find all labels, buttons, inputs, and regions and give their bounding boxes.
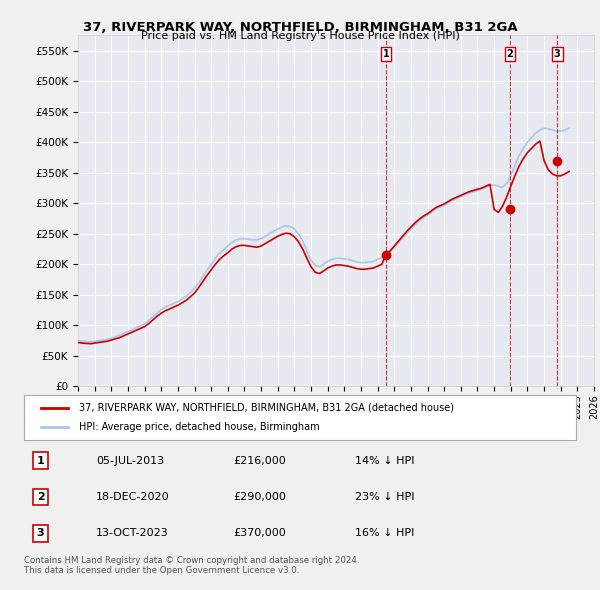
- Text: £290,000: £290,000: [234, 492, 287, 502]
- Text: 16% ↓ HPI: 16% ↓ HPI: [355, 529, 415, 539]
- Text: £370,000: £370,000: [234, 529, 287, 539]
- Text: 2: 2: [507, 49, 514, 59]
- Text: 1: 1: [37, 455, 44, 466]
- Text: 13-OCT-2023: 13-OCT-2023: [96, 529, 169, 539]
- Text: 37, RIVERPARK WAY, NORTHFIELD, BIRMINGHAM, B31 2GA: 37, RIVERPARK WAY, NORTHFIELD, BIRMINGHA…: [83, 21, 517, 34]
- Text: 2: 2: [37, 492, 44, 502]
- Text: HPI: Average price, detached house, Birmingham: HPI: Average price, detached house, Birm…: [79, 422, 320, 432]
- Text: Contains HM Land Registry data © Crown copyright and database right 2024.
This d: Contains HM Land Registry data © Crown c…: [24, 556, 359, 575]
- Text: 18-DEC-2020: 18-DEC-2020: [96, 492, 169, 502]
- Text: Price paid vs. HM Land Registry's House Price Index (HPI): Price paid vs. HM Land Registry's House …: [140, 31, 460, 41]
- Text: £216,000: £216,000: [234, 455, 287, 466]
- Text: 14% ↓ HPI: 14% ↓ HPI: [355, 455, 415, 466]
- Text: 37, RIVERPARK WAY, NORTHFIELD, BIRMINGHAM, B31 2GA (detached house): 37, RIVERPARK WAY, NORTHFIELD, BIRMINGHA…: [79, 403, 454, 412]
- Text: 23% ↓ HPI: 23% ↓ HPI: [355, 492, 415, 502]
- Text: 3: 3: [554, 49, 560, 59]
- Text: 1: 1: [383, 49, 389, 59]
- Text: 05-JUL-2013: 05-JUL-2013: [96, 455, 164, 466]
- Text: 3: 3: [37, 529, 44, 539]
